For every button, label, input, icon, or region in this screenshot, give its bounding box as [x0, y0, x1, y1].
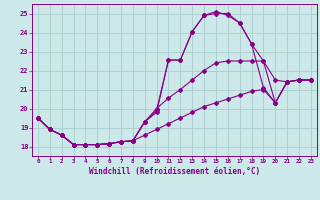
X-axis label: Windchill (Refroidissement éolien,°C): Windchill (Refroidissement éolien,°C) — [89, 167, 260, 176]
